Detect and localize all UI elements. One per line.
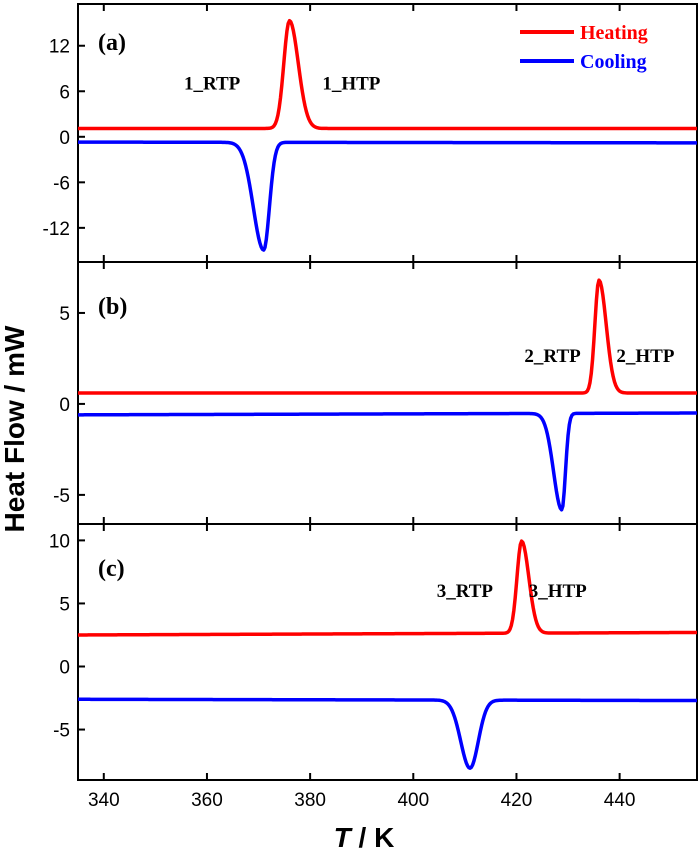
x-tick-label: 380	[294, 790, 326, 811]
x-tick-label: 420	[501, 790, 533, 811]
series-line-cooling	[77, 697, 698, 770]
y-tick-label: 0	[59, 658, 70, 679]
x-axis-title: T / K	[334, 822, 395, 853]
peak-annotation: 3_HTP	[529, 581, 587, 602]
y-tick-label: -5	[53, 721, 70, 742]
series-line-cooling	[77, 140, 698, 252]
series-line-heating	[77, 539, 698, 637]
x-axis-title-unit: / K	[351, 822, 395, 853]
peak-annotation: 3_RTP	[437, 581, 494, 602]
y-tick-label: -12	[43, 219, 70, 240]
series-line-heating	[77, 278, 698, 395]
peak-annotation: 1_HTP	[322, 74, 380, 95]
y-tick-label: 12	[49, 37, 70, 58]
series-line-heating	[77, 18, 698, 131]
x-tick-label: 340	[88, 790, 120, 811]
y-tick-label: 10	[49, 531, 70, 552]
peak-annotation: 2_RTP	[524, 346, 581, 367]
y-tick-label: 5	[59, 594, 70, 615]
panel-3: 10 5 0 -5 (c) 3_RTP 3_HTP	[49, 523, 698, 781]
y-tick-label: 0	[59, 128, 70, 149]
x-tick-label: 360	[191, 790, 223, 811]
legend: Heating Cooling	[520, 22, 648, 73]
x-tick-label: 440	[604, 790, 636, 811]
panel-label: (b)	[98, 294, 127, 320]
panel-2: 5 0 -5 (b) 2_RTP 2_HTP	[53, 261, 698, 525]
x-tick-label: 400	[397, 790, 429, 811]
panel-label: (c)	[98, 556, 125, 582]
y-axis-title: Heat Flow / mW	[0, 325, 30, 532]
series-line-cooling	[77, 411, 698, 512]
y-tick-label: 0	[59, 395, 70, 416]
peak-annotation: 1_RTP	[184, 74, 241, 95]
x-axis-title-variable: T	[334, 822, 354, 853]
y-tick-label: -5	[53, 486, 70, 507]
y-tick-label: 5	[59, 304, 70, 325]
y-tick-label: 6	[59, 82, 70, 103]
legend-heating-label: Heating	[580, 22, 648, 44]
panel-frame	[77, 523, 698, 781]
panels: 12 6 0 -6 -12 (a) 1_RTP 1_HTP 5 0 -5 (b) 2_RTP 2_HTP 1…	[43, 3, 698, 811]
legend-cooling-label: Cooling	[580, 51, 647, 73]
y-tick-label: -6	[53, 173, 70, 194]
panel-label: (a)	[98, 30, 126, 56]
peak-annotation: 2_HTP	[616, 346, 674, 367]
panel-1: 12 6 0 -6 -12 (a) 1_RTP 1_HTP	[43, 3, 698, 263]
